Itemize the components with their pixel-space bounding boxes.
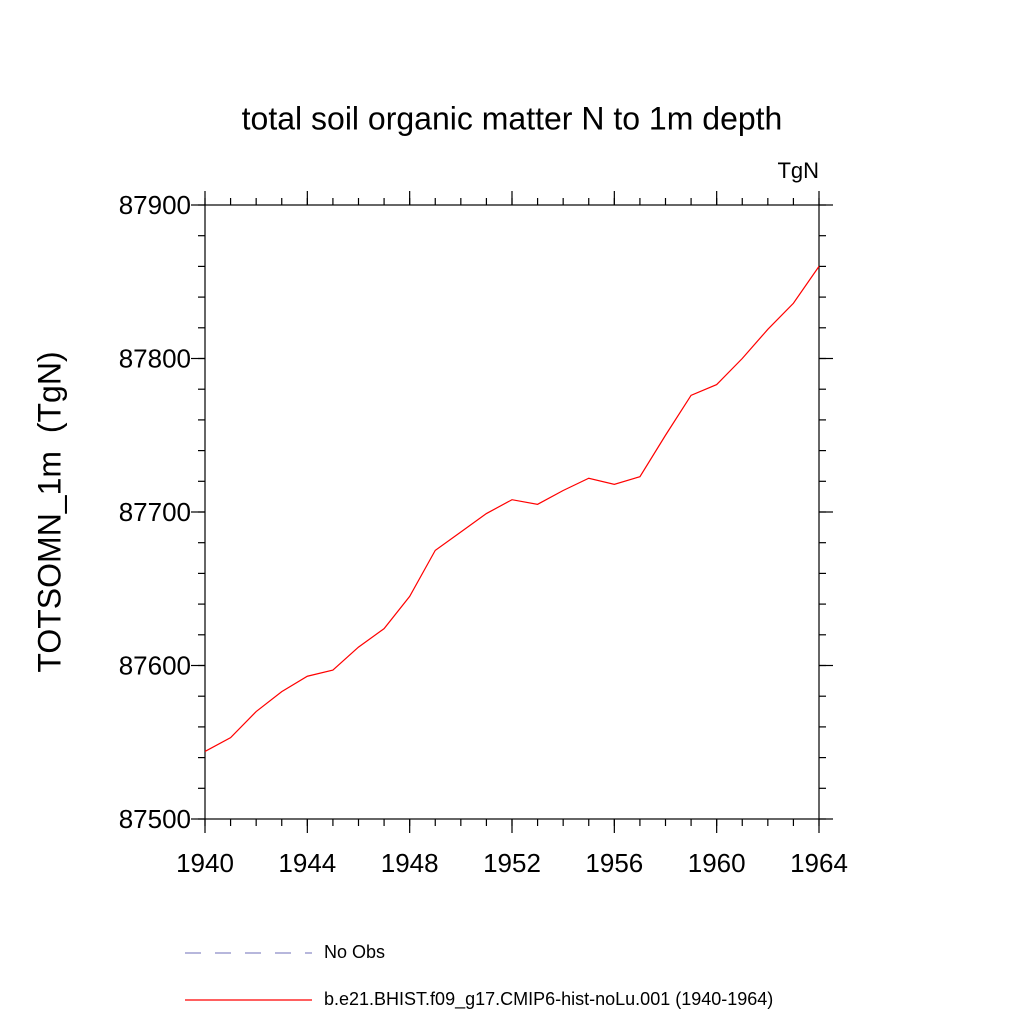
x-tick-label: 1960	[688, 848, 746, 878]
y-tick-label: 87500	[119, 804, 191, 834]
y-tick-label: 87600	[119, 650, 191, 680]
y-tick-label: 87800	[119, 343, 191, 373]
units-label: TgN	[777, 158, 819, 183]
x-tick-label: 1964	[790, 848, 848, 878]
x-tick-label: 1940	[176, 848, 234, 878]
data-line	[204, 266, 820, 752]
x-tick-label: 1956	[585, 848, 643, 878]
legend-label: No Obs	[324, 942, 385, 962]
y-tick-label: 87700	[119, 497, 191, 527]
chart-title: total soil organic matter N to 1m depth	[242, 100, 783, 136]
x-tick-label: 1948	[381, 848, 439, 878]
x-tick-label: 1944	[278, 848, 336, 878]
x-tick-label: 1952	[483, 848, 541, 878]
plot-frame	[204, 204, 820, 820]
y-axis-label: TOTSOMN_1m (TgN)	[31, 351, 67, 672]
legend-label: b.e21.BHIST.f09_g17.CMIP6-hist-noLu.001 …	[324, 989, 773, 1010]
y-tick-label: 87900	[119, 190, 191, 220]
